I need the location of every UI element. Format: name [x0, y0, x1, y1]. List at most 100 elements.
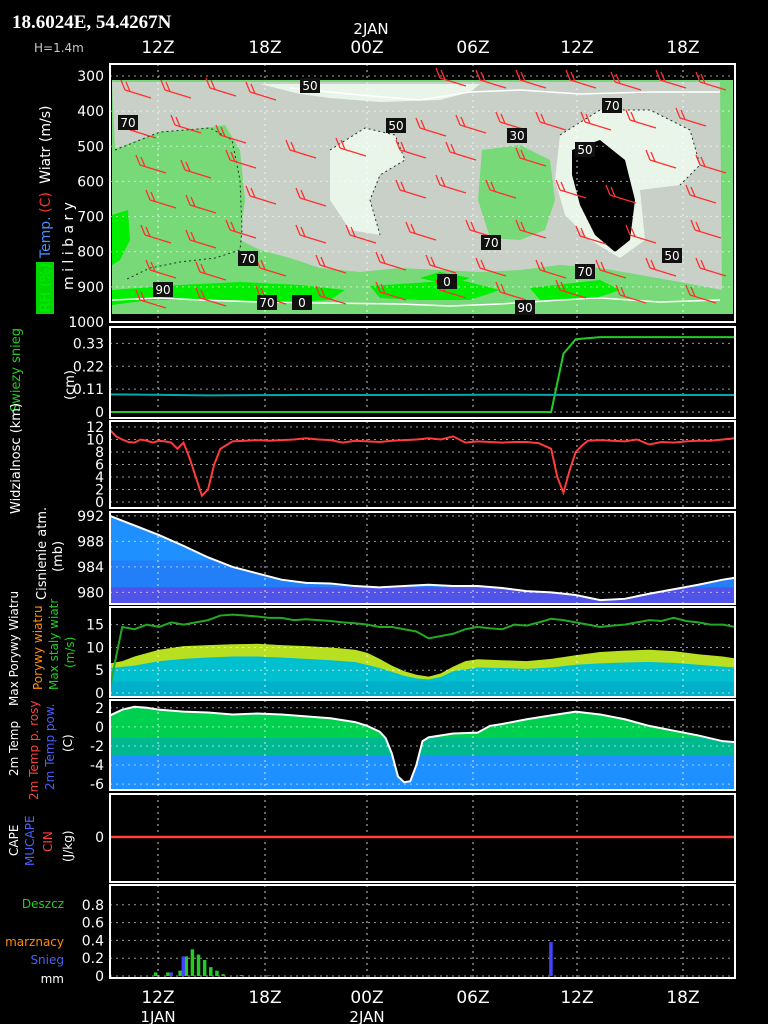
wind-barb [685, 184, 717, 204]
top-tick-label: 18Z [248, 38, 281, 58]
top-tick-label: 18Z [666, 38, 699, 58]
wind-barb [120, 79, 152, 99]
height-label: H=1.4m [34, 41, 84, 55]
ytick-label: 12 [86, 420, 104, 436]
bottom-tick-label: 06Z [456, 988, 489, 1008]
wind-barb [285, 139, 317, 159]
temp-0c-line [111, 297, 721, 307]
wind-barb [445, 141, 477, 161]
wind-barb [225, 149, 257, 169]
snow-bar [169, 972, 173, 976]
wind-ylabel-b: Porywy wiatru [31, 605, 45, 690]
cape-ylabel-c: CIN [41, 831, 55, 852]
snow-bar [267, 975, 271, 976]
wind-barb [425, 254, 457, 274]
cape-ylabel-b: MUCAPE [23, 815, 37, 866]
rain-bar [239, 975, 244, 976]
wind-barb [535, 111, 567, 131]
wind-barb [495, 281, 527, 301]
ytick-label: 10 [86, 433, 104, 449]
ylabel-part: 2m Temp [7, 721, 21, 776]
wind-barb [515, 219, 547, 239]
rh-label: 50 [664, 249, 679, 263]
wind-barb [695, 154, 727, 174]
rh-label: 50 [388, 119, 403, 133]
wind-barb [195, 287, 227, 307]
rh-90-area [370, 280, 500, 300]
ytick-label: 300 [77, 69, 104, 85]
wind-barb [245, 81, 277, 101]
rh-label-bg [300, 78, 320, 93]
snow-unit: (cm) [63, 370, 78, 400]
wind-barb [205, 77, 237, 97]
temp-ylabel-a: 2m Temp [7, 721, 21, 776]
top-tick-label: 00Z [350, 38, 383, 58]
ylabel-part: (cm) [63, 370, 78, 400]
rain-bar [196, 954, 201, 976]
precip-legend-label: marznacy [5, 935, 64, 949]
rain-bar [184, 956, 189, 976]
ylabel-part: Porywy wiatru [31, 605, 45, 690]
wind-barb [605, 184, 637, 204]
rh-label-bg [662, 248, 682, 263]
rh-label: 70 [259, 296, 274, 310]
rh-contour [329, 127, 406, 236]
ylabel-part: CIN [41, 831, 55, 852]
top-tick-label: 12Z [560, 38, 593, 58]
rain-bar [221, 974, 225, 976]
wind-barb [555, 179, 587, 199]
ylabel-part: (mb) [51, 541, 66, 572]
visibility-line [109, 429, 736, 498]
wind-barb [180, 159, 212, 179]
precip-frame [109, 884, 736, 979]
wind-barb [145, 259, 177, 279]
header: 18.6024E, 54.4267N H=1.4m 2JAN [12, 12, 389, 55]
ylabel-part: Widzialnosc (km) [9, 403, 24, 514]
ytick-label: 900 [77, 280, 104, 296]
pressure-line [109, 514, 736, 602]
wind-barb [655, 69, 687, 89]
rh-label: 30 [509, 129, 524, 143]
temp-area-mid [110, 738, 735, 756]
wind-barb [675, 107, 707, 127]
wind-barb [375, 251, 407, 271]
temp-frame [109, 699, 736, 791]
ytick-label: 0 [95, 686, 104, 702]
ytick-label: 700 [77, 210, 104, 226]
coords-title: 18.6024E, 54.4267N [12, 12, 172, 33]
wind-barb [135, 154, 167, 174]
snow-frame [109, 326, 736, 419]
bottom-day-label: 2JAN [349, 1008, 384, 1024]
wind-barb [395, 139, 427, 159]
rh-label-bg [515, 300, 535, 315]
wind-barb [580, 111, 612, 131]
ylabel-part: MUCAPE [23, 815, 37, 866]
ytick-label: 8 [95, 445, 104, 461]
snow-bar [181, 956, 186, 976]
top-time-ticks: 12Z 18Z 00Z 06Z 12Z 18Z [141, 38, 699, 58]
ylabel-part: (J/kg) [61, 830, 75, 862]
wind-barb [515, 69, 547, 89]
wind-barb [315, 285, 347, 305]
ytick-label: 6 [95, 458, 104, 474]
temp-ylabel-c: 2m Temp pow. [43, 704, 57, 790]
pres-unit: (mb) [51, 541, 66, 572]
wind-ylabel-a: Max Porywy Wiatru [7, 591, 21, 706]
rh-30-area-a [330, 128, 405, 235]
bottom-tick-label: 12Z [560, 988, 593, 1008]
ytick-label: 5 [95, 663, 104, 679]
wind-barb [690, 219, 722, 239]
bottom-day-label: 1JAN [140, 1008, 175, 1024]
wind-barb [685, 284, 717, 304]
ytick-label: 0 [95, 720, 104, 736]
wind-frame [109, 606, 736, 698]
rh-label-bg [238, 251, 258, 266]
ylabel-part: RH (%) [38, 263, 54, 312]
wind-barb [455, 114, 487, 134]
ytick-label: 500 [77, 139, 104, 155]
rh-label: 70 [483, 236, 498, 250]
wind-band [110, 681, 735, 697]
wind-barb [695, 257, 727, 277]
wind-barb [535, 259, 567, 279]
rh-label: 0 [298, 296, 306, 310]
